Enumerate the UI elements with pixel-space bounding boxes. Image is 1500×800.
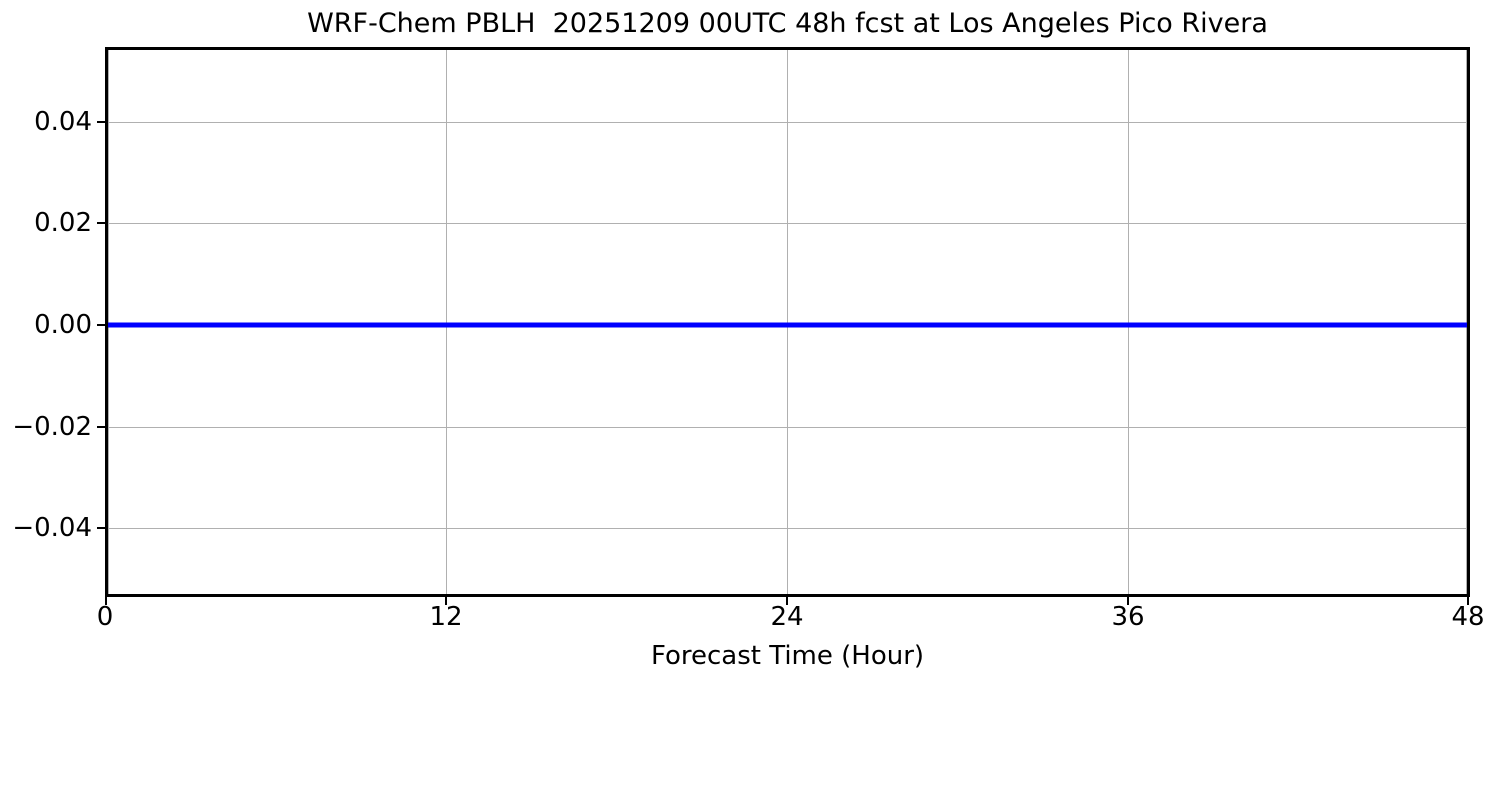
page-title: WRF-Chem PBLH 20251209 00UTC 48h fcst at… (307, 8, 1268, 39)
x-tick-label: 36 (1111, 602, 1145, 632)
y-axis-tick-labels: 0.04 0.02 0.00 −0.02 −0.04 (0, 47, 92, 597)
data-series-pblh (108, 322, 1467, 328)
gridline-vertical (1466, 50, 1467, 594)
x-tick-marks (105, 597, 1470, 607)
plot-inner (108, 50, 1467, 594)
y-tick-mark (97, 121, 105, 123)
x-tick-mark (1127, 597, 1129, 605)
y-tick-mark (97, 324, 105, 326)
y-tick-label: −0.02 (12, 412, 92, 442)
y-tick-mark (97, 527, 105, 529)
gridline-vertical (787, 50, 788, 594)
y-tick-mark (97, 222, 105, 224)
x-axis-tick-labels: 0 12 24 36 48 (97, 602, 1485, 644)
y-tick-marks (97, 47, 106, 597)
y-tick-mark (97, 426, 105, 428)
y-tick-label: −0.04 (12, 513, 92, 543)
x-tick-label: 12 (429, 602, 463, 632)
x-tick-label: 24 (770, 602, 804, 632)
x-tick-label: 0 (96, 602, 114, 632)
x-tick-label: 48 (1451, 602, 1485, 632)
y-tick-label: 0.00 (34, 310, 92, 340)
x-tick-mark (445, 597, 447, 605)
x-axis-label: Forecast Time (Hour) (650, 641, 925, 671)
x-tick-mark (1467, 597, 1469, 605)
plot-area (105, 47, 1470, 597)
x-tick-mark (786, 597, 788, 605)
gridline-vertical (1128, 50, 1129, 594)
gridline-vertical (446, 50, 447, 594)
gridline-vertical (108, 50, 109, 594)
y-tick-label: 0.04 (34, 107, 92, 137)
x-tick-mark (105, 597, 107, 605)
y-tick-label: 0.02 (34, 208, 92, 238)
